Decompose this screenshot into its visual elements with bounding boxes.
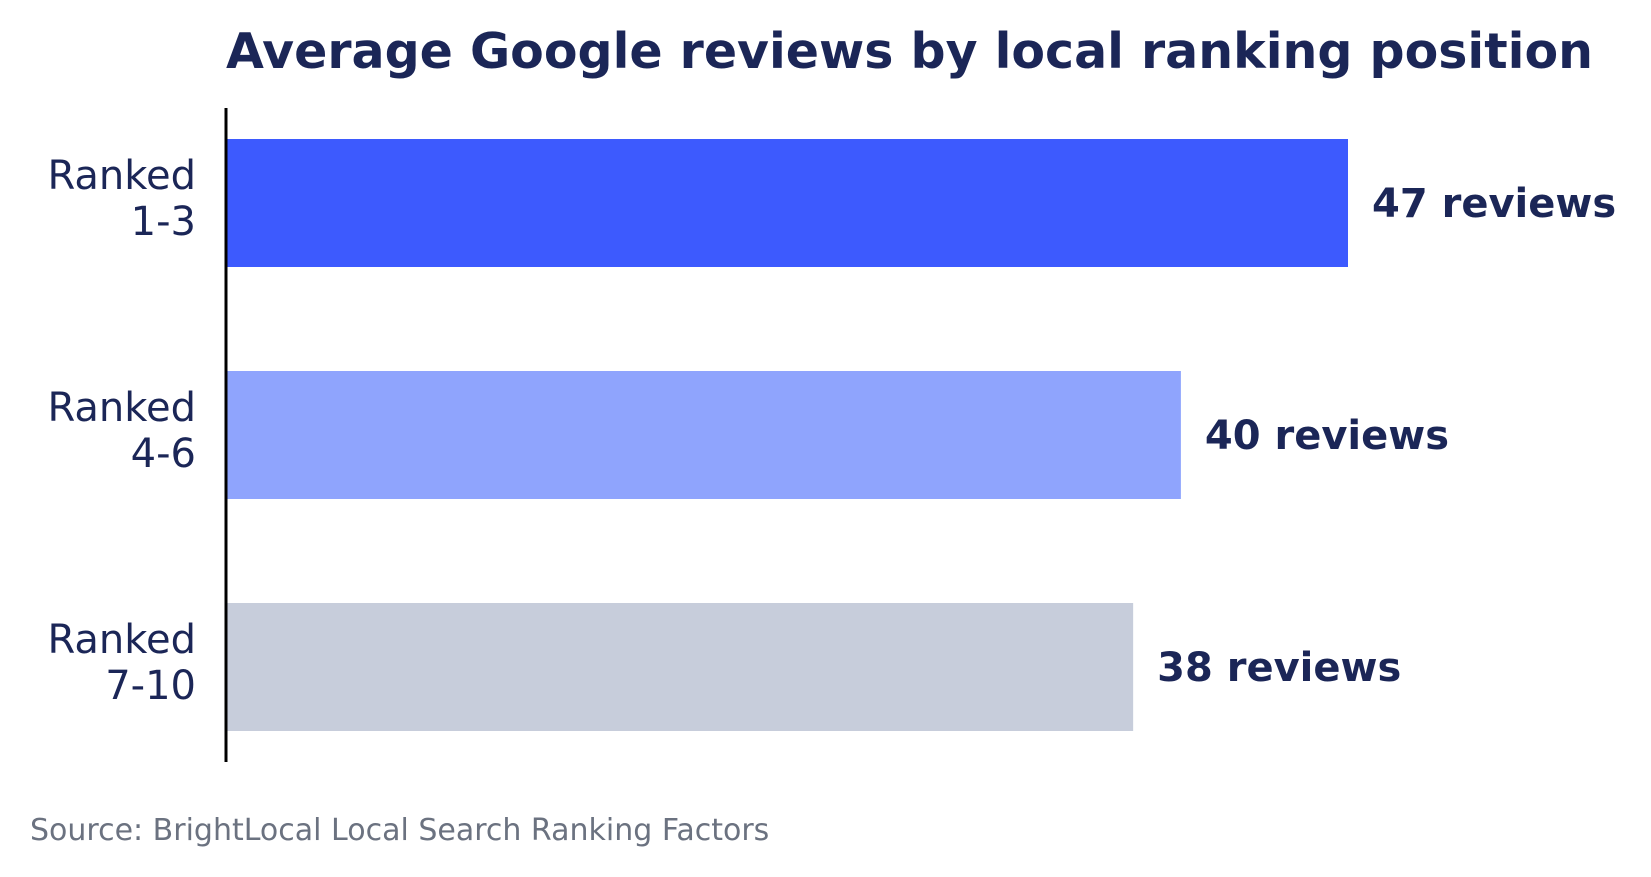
category-label-line: 4-6 [131, 431, 196, 477]
category-label-line: 1-3 [131, 199, 196, 245]
category-label-line: 7-10 [105, 663, 196, 709]
category-label-line: Ranked [47, 153, 196, 199]
chart-title: Average Google reviews by local ranking … [226, 23, 1593, 80]
value-labels: 47 reviews 40 reviews 38 reviews [1157, 181, 1616, 691]
bar-1 [226, 139, 1348, 267]
category-label-1: Ranked 1-3 [47, 153, 196, 245]
category-label-line: Ranked [47, 617, 196, 663]
value-label-2: 40 reviews [1205, 413, 1449, 459]
category-label-2: Ranked 4-6 [47, 385, 196, 477]
bars-layer [226, 139, 1348, 731]
value-label-1: 47 reviews [1372, 181, 1616, 227]
bar-2 [226, 371, 1181, 499]
source-note: Source: BrightLocal Local Search Ranking… [30, 813, 769, 848]
value-label-3: 38 reviews [1157, 645, 1401, 691]
bar-3 [226, 603, 1134, 731]
category-label-line: Ranked [47, 385, 196, 431]
category-label-3: Ranked 7-10 [47, 617, 196, 709]
